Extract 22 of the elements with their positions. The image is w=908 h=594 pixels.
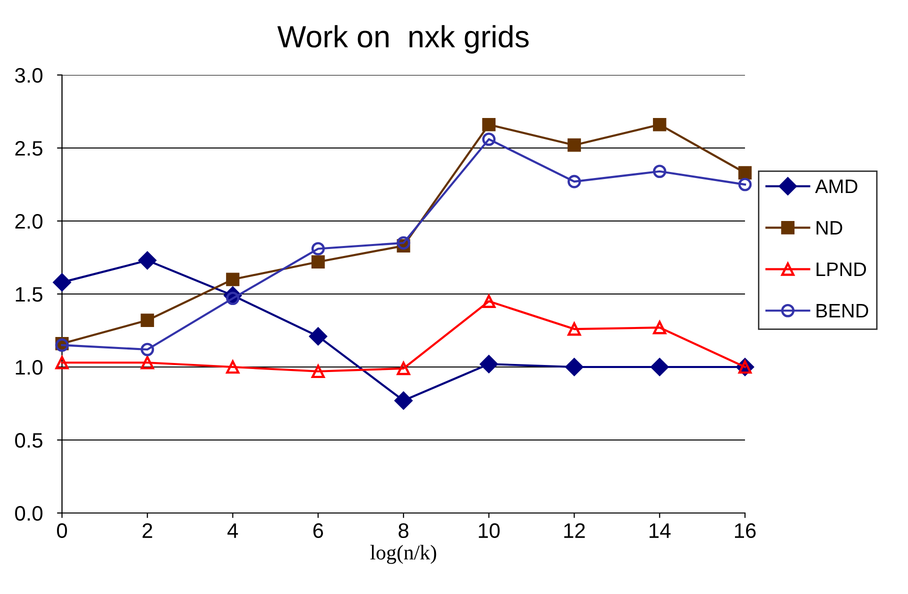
x-tick-label: 10 xyxy=(478,523,500,538)
x-tick-label: 4 xyxy=(227,523,238,538)
legend-label: ND xyxy=(816,221,842,234)
x-tick-label: 6 xyxy=(313,523,324,538)
y-tick-label: 3.0 xyxy=(15,68,42,83)
x-tick-label: 2 xyxy=(142,523,152,538)
y-tick-label: 2.5 xyxy=(15,141,42,156)
y-tick-label: 1.5 xyxy=(16,287,42,302)
chart-title: Work on nxk grids xyxy=(277,25,529,54)
x-tick-label: 8 xyxy=(398,523,408,538)
y-tick-label: 1.0 xyxy=(16,360,42,375)
y-tick-label: 0.0 xyxy=(15,506,42,521)
legend-label: BEND xyxy=(816,304,868,318)
x-tick-label: 16 xyxy=(735,523,756,538)
y-tick-label: 2.0 xyxy=(15,214,42,229)
legend-label: AMD xyxy=(815,180,858,194)
x-tick-label: 14 xyxy=(650,523,671,538)
x-axis-title: log(n/k) xyxy=(370,544,436,564)
y-tick-label: 0.5 xyxy=(15,433,42,448)
x-tick-label: 12 xyxy=(564,523,585,538)
legend-label: LPND xyxy=(816,262,866,276)
x-tick-label: 0 xyxy=(57,523,67,538)
